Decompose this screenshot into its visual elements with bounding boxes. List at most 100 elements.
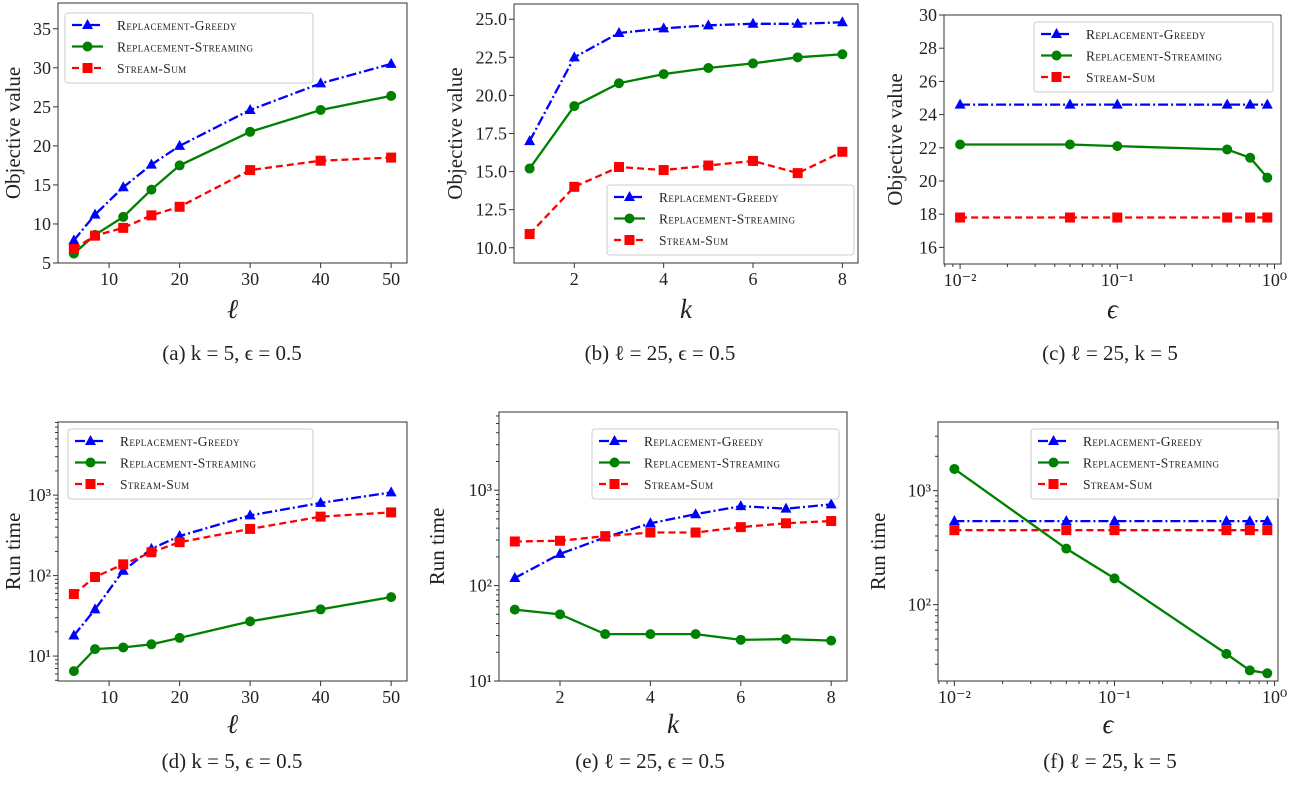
legend: Replacement-Greedy Replacement-Streaming S… <box>67 428 314 500</box>
y-axis-label: Run time <box>1 513 25 591</box>
data-point <box>949 463 960 474</box>
data-point <box>780 502 792 513</box>
y-tick-label: 20.0 <box>476 85 508 105</box>
legend: Replacement-Greedy Replacement-Streaming S… <box>1033 21 1274 93</box>
x-tick-label: 10⁻² <box>938 687 971 707</box>
data-point <box>1261 515 1273 526</box>
x-tick-label: 20 <box>171 687 189 707</box>
series-line <box>73 156 392 250</box>
y-tick-label: 10² <box>28 566 51 586</box>
legend-marker <box>1048 435 1059 445</box>
data-point <box>1061 543 1072 554</box>
legend-label: Replacement-Greedy <box>659 190 779 205</box>
y-tick-label: 15.0 <box>476 162 508 182</box>
y-tick-label: 12.5 <box>476 200 508 220</box>
data-point <box>1222 144 1233 155</box>
x-tick-label: 40 <box>312 687 330 707</box>
y-axis-label: Run time <box>866 513 890 591</box>
x-tick-label: 6 <box>749 269 758 289</box>
legend-label: Replacement-Greedy <box>120 434 240 449</box>
legend-label: Replacement-Streaming <box>117 40 254 55</box>
y-tick-label: 10¹ <box>28 646 51 666</box>
series-streaming <box>509 604 837 646</box>
x-tick-label: 10⁻² <box>944 270 977 290</box>
data-point <box>509 536 520 547</box>
legend-marker <box>1048 479 1059 489</box>
data-point <box>1221 98 1233 109</box>
data-point <box>315 604 326 615</box>
data-point <box>747 17 759 28</box>
y-tick-label: 10¹ <box>469 671 492 691</box>
series-line <box>514 503 832 580</box>
data-point <box>315 511 326 522</box>
data-point <box>792 52 803 63</box>
data-point <box>658 22 670 33</box>
series-streaming <box>949 463 1273 679</box>
data-point <box>244 103 256 114</box>
data-point <box>315 155 326 166</box>
y-tick-label: 10³ <box>28 485 52 505</box>
subplot-caption: (f) ℓ = 25, k = 5 <box>1043 749 1176 773</box>
data-point <box>955 139 966 150</box>
legend-label: Stream-Sum <box>120 477 190 492</box>
y-tick-label: 18 <box>919 204 937 224</box>
series-stream-sum <box>524 146 848 240</box>
y-axis-label: Objective value <box>1 67 25 199</box>
series-line <box>528 21 843 142</box>
x-tick-label: 2 <box>556 687 565 707</box>
x-axis-label: k <box>680 294 693 324</box>
data-point <box>554 547 566 558</box>
data-point <box>1222 212 1233 223</box>
x-tick-label: 4 <box>646 687 655 707</box>
x-axis-label: ℓ <box>227 709 239 739</box>
data-point <box>1112 212 1123 223</box>
data-point <box>836 16 848 27</box>
data-point <box>735 522 746 533</box>
data-point <box>613 162 624 173</box>
data-point <box>315 496 327 507</box>
x-tick-label: 30 <box>241 687 259 707</box>
y-axis-label: Objective value <box>443 67 467 199</box>
data-point <box>89 603 101 614</box>
data-point <box>174 632 185 643</box>
data-point <box>146 547 157 558</box>
data-point <box>1064 139 1075 150</box>
legend-label: Stream-Sum <box>1086 70 1156 85</box>
legend-marker <box>609 435 620 445</box>
data-point <box>569 181 580 192</box>
data-point <box>386 592 397 603</box>
data-point <box>1262 525 1273 536</box>
data-point <box>245 616 256 627</box>
data-point <box>146 639 157 650</box>
legend-marker <box>85 435 96 445</box>
data-point <box>385 57 397 68</box>
data-point <box>1064 212 1075 223</box>
x-tick-label: 20 <box>171 269 189 289</box>
series-streaming <box>68 90 397 259</box>
plot-frame <box>498 411 848 682</box>
data-point <box>1244 525 1255 536</box>
y-tick-label: 10³ <box>908 481 932 501</box>
data-point <box>780 634 791 645</box>
legend-label: Replacement-Streaming <box>1083 456 1220 471</box>
data-point <box>658 69 669 80</box>
data-point <box>1261 98 1273 109</box>
data-point <box>825 498 837 509</box>
legend: Replacement-Greedy Replacement-Streaming S… <box>64 12 314 84</box>
legend-label: Stream-Sum <box>1083 477 1153 492</box>
legend-label: Stream-Sum <box>117 61 187 76</box>
data-point <box>1244 665 1255 676</box>
data-point <box>954 98 966 109</box>
data-point <box>837 146 848 157</box>
data-point <box>68 666 79 677</box>
data-point <box>644 517 656 528</box>
data-point <box>509 604 520 615</box>
x-tick-label: 8 <box>827 687 836 707</box>
legend: Replacement-Greedy Replacement-Streaming S… <box>591 428 840 500</box>
data-point <box>1112 141 1123 152</box>
x-tick-label: 10⁻¹ <box>1098 687 1131 707</box>
legend-marker <box>82 41 93 52</box>
series-line <box>953 468 1268 675</box>
series-greedy <box>524 16 848 146</box>
